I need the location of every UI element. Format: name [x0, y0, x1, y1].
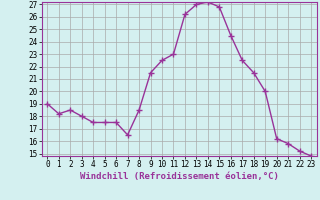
X-axis label: Windchill (Refroidissement éolien,°C): Windchill (Refroidissement éolien,°C)	[80, 172, 279, 181]
